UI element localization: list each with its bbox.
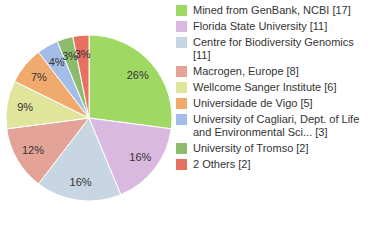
svg-text:26%: 26%	[127, 69, 149, 81]
svg-text:16%: 16%	[70, 176, 92, 188]
svg-text:3%: 3%	[75, 48, 91, 60]
svg-text:7%: 7%	[31, 71, 47, 83]
html-text:Centre for Biodiversity Genomi: Centre for Biodiversity Genomics [11]	[193, 36, 354, 61]
html-text:University of Cagliari, Dept.: University of Cagliari, Dept. of Life an…	[193, 113, 360, 138]
svg-text:16%: 16%	[129, 151, 151, 163]
svg-text:9%: 9%	[17, 101, 33, 113]
html-text:University of Tromso [2]: University of Tromso [2]	[193, 142, 309, 154]
svg-text:4%: 4%	[48, 55, 65, 68]
html-text:Florida State University [11]: Florida State University [11]	[193, 20, 328, 32]
html-text:Wellcome Sanger Institute [6]: Wellcome Sanger Institute [6]	[193, 81, 337, 93]
html-text:2 Others [2]: 2 Others [2]	[193, 158, 251, 170]
svg-text:3%: 3%	[62, 50, 79, 62]
svg-text:12%: 12%	[22, 144, 44, 156]
html-text:Macrogen, Europe [8]: Macrogen, Europe [8]	[193, 65, 299, 77]
html-text:Mined from GenBank, NCBI [17]: Mined from GenBank, NCBI [17]	[193, 4, 351, 16]
html-text:Universidade de Vigo [5]: Universidade de Vigo [5]	[193, 97, 313, 109]
